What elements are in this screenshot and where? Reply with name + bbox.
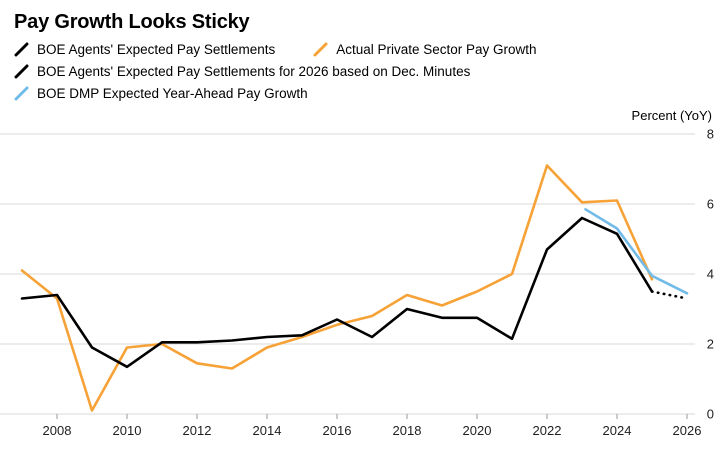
- chart-title: Pay Growth Looks Sticky: [14, 11, 250, 33]
- legend-label: Actual Private Sector Pay Growth: [336, 42, 537, 57]
- x-tick-label: 2020: [463, 423, 492, 438]
- legend-label: BOE Agents' Expected Pay Settlements for…: [37, 64, 471, 79]
- line-swatch-icon: [14, 42, 29, 57]
- y-tick-label: 8: [707, 127, 714, 142]
- legend-label: BOE DMP Expected Year-Ahead Pay Growth: [37, 86, 308, 101]
- x-tick-label: 2012: [183, 423, 212, 438]
- legend-item-agents-2026-dotted: BOE Agents' Expected Pay Settlements for…: [14, 64, 470, 79]
- legend-item-dmp-expected: BOE DMP Expected Year-Ahead Pay Growth: [14, 86, 308, 101]
- legend-label: BOE Agents' Expected Pay Settlements: [37, 42, 276, 57]
- legend-row: BOE Agents' Expected Pay Settlements for…: [14, 64, 720, 79]
- line-swatch-icon: [313, 42, 328, 57]
- legend: BOE Agents' Expected Pay Settlements Act…: [0, 42, 720, 101]
- line-swatch-icon: [14, 86, 29, 101]
- y-tick-label: 6: [707, 197, 714, 212]
- x-tick-label: 2008: [43, 423, 72, 438]
- x-tick-label: 2022: [533, 423, 562, 438]
- y-tick-label: 0: [707, 407, 714, 422]
- line-chart: 0 2 4 6 8 2008 2010 2012 2014 2016 2018 2020 2022 202…: [0, 127, 714, 438]
- x-tick-label: 2018: [393, 423, 422, 438]
- legend-item-agents-expected: BOE Agents' Expected Pay Settlements: [14, 42, 275, 57]
- line-swatch-icon: [14, 64, 29, 79]
- legend-row: BOE Agents' Expected Pay Settlements Act…: [14, 42, 720, 57]
- series-line: [20, 164, 654, 412]
- y-axis-title: Percent (YoY): [631, 108, 712, 123]
- series-line: [650, 290, 689, 300]
- x-tick-label: 2024: [603, 423, 632, 438]
- y-tick-label: 2: [707, 337, 714, 352]
- x-tick-label: 2010: [113, 423, 142, 438]
- x-tick-label: 2026: [673, 423, 702, 438]
- series-line: [20, 216, 654, 369]
- series-line: [584, 208, 689, 295]
- legend-item-actual-pay-growth: Actual Private Sector Pay Growth: [313, 42, 537, 57]
- y-tick-label: 4: [707, 267, 714, 282]
- chart-panel: Pay Growth Looks Sticky BOE Agents' Expe…: [0, 10, 720, 455]
- x-tick-label: 2016: [323, 423, 352, 438]
- legend-row: BOE DMP Expected Year-Ahead Pay Growth: [14, 86, 720, 101]
- x-tick-label: 2014: [253, 423, 282, 438]
